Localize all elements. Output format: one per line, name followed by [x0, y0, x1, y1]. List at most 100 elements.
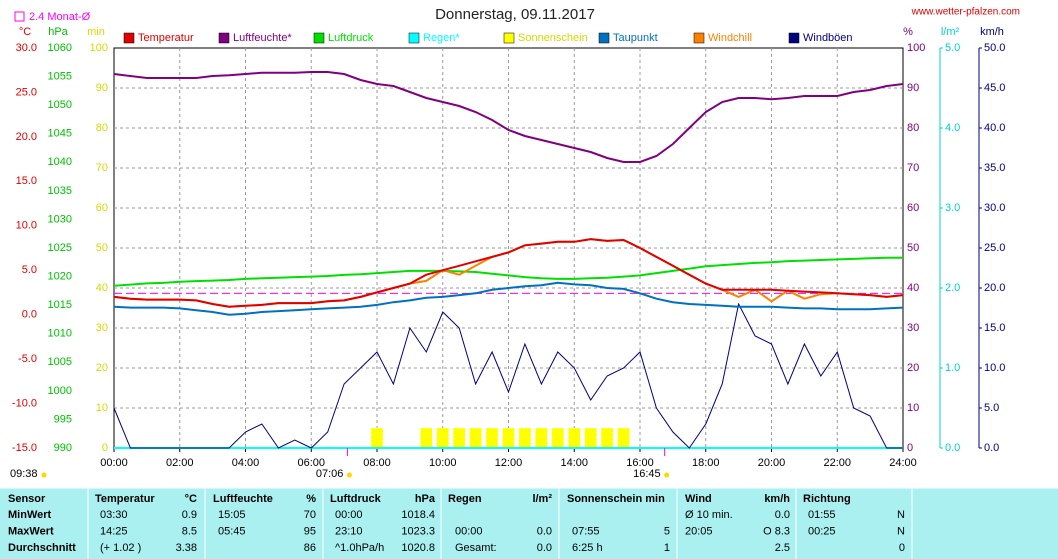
- y-tick-label: -5.0: [18, 353, 37, 365]
- table-cell: 23:10: [335, 525, 363, 537]
- sunshine-bar: [551, 427, 565, 449]
- table-cell: MaxWert: [8, 525, 54, 537]
- x-tick-label: 14:00: [560, 457, 588, 469]
- y-tick-label: 5.0: [22, 264, 37, 276]
- sun-marker: [41, 472, 47, 478]
- table-header: Luftfeuchte: [213, 493, 273, 505]
- y-tick-label: 10.0: [984, 362, 1005, 374]
- series-line: [113, 238, 904, 308]
- series-line: [113, 256, 903, 287]
- table-header: km/h: [764, 493, 790, 505]
- table-cell: 15:05: [218, 509, 246, 521]
- legend-swatch: [123, 32, 135, 44]
- y-tick-label: 90: [907, 82, 919, 94]
- table-cell: 05:45: [218, 525, 246, 537]
- table-cell: 70: [304, 509, 316, 521]
- y-tick-label: 25.0: [16, 86, 37, 98]
- axis-unit: hPa: [48, 26, 68, 38]
- x-tick-label: 04:00: [232, 457, 260, 469]
- y-tick-label: 40: [96, 282, 108, 294]
- y-tick-label: 1005: [48, 356, 72, 368]
- y-tick-label: 20: [96, 362, 108, 374]
- sun-time: 07:06: [316, 468, 344, 480]
- table-header: Regen: [448, 493, 482, 505]
- table-cell: 07:55: [572, 525, 600, 537]
- table-cell: 0: [899, 542, 905, 554]
- table-background: [0, 488, 1058, 559]
- table-cell: Gesamt:: [455, 542, 497, 554]
- y-tick-label: 10: [96, 402, 108, 414]
- table-cell: 00:00: [455, 525, 483, 537]
- y-tick-label: 20.0: [984, 282, 1005, 294]
- y-tick-label: 15.0: [16, 175, 37, 187]
- table-header: Temperatur: [95, 493, 155, 505]
- table-cell: O 8.3: [763, 525, 790, 537]
- x-tick-label: 06:00: [297, 457, 325, 469]
- y-tick-label: 20: [907, 362, 919, 374]
- sun-time: 16:45: [633, 468, 661, 480]
- x-tick-label: 08:00: [363, 457, 391, 469]
- y-tick-label: 90: [96, 82, 108, 94]
- y-tick-label: 50: [907, 242, 919, 254]
- series-line: [113, 71, 904, 163]
- table-cell: 14:25: [100, 525, 128, 537]
- table-cell: 5: [664, 525, 670, 537]
- y-tick-label: 1060: [48, 42, 72, 54]
- y-tick-label: 35.0: [984, 162, 1005, 174]
- sunshine-bar: [567, 427, 581, 449]
- table-cell: N: [897, 509, 905, 521]
- table-header: hPa: [415, 493, 436, 505]
- sunshine-bar: [617, 427, 630, 449]
- table-cell: (+ 1.02 ): [100, 542, 141, 554]
- table-header: °C: [185, 493, 197, 505]
- y-tick-label: 1030: [48, 213, 72, 225]
- y-tick-label: 0.0: [22, 309, 37, 321]
- y-tick-label: 80: [907, 122, 919, 134]
- y-tick-label: 30: [907, 322, 919, 334]
- sunshine-bar: [485, 427, 499, 449]
- y-tick-label: 30.0: [16, 42, 37, 54]
- table-cell: 3.38: [176, 542, 197, 554]
- reference-label: 2.4 Monat-Ø: [29, 11, 91, 23]
- y-tick-label: 60: [907, 202, 919, 214]
- x-tick-label: 02:00: [166, 457, 194, 469]
- y-tick-label: 30.0: [984, 202, 1005, 214]
- table-cell: MinWert: [8, 509, 52, 521]
- sunshine-bar: [469, 427, 482, 449]
- y-tick-label: 60: [96, 202, 108, 214]
- y-tick-label: 50: [96, 242, 108, 254]
- axis-unit: l/m²: [941, 26, 960, 38]
- table-header: Sensor: [8, 493, 46, 505]
- y-tick-label: 1055: [48, 70, 72, 82]
- x-tick-label: 10:00: [429, 457, 457, 469]
- y-tick-label: 15.0: [984, 322, 1005, 334]
- table-cell: 6:25 h: [572, 542, 603, 554]
- y-tick-label: 1050: [48, 99, 72, 111]
- legend-swatch: [788, 32, 800, 44]
- reference-icon: [14, 11, 25, 22]
- legend-label: Regen*: [423, 32, 460, 44]
- legend-label: Windböen: [803, 32, 853, 44]
- y-tick-label: 40: [907, 282, 919, 294]
- table-cell: 8.5: [182, 525, 197, 537]
- y-tick-label: 0: [907, 442, 913, 454]
- sun-marker: [346, 472, 352, 478]
- legend-label: Temperatur: [138, 32, 194, 44]
- site-link: www.wetter-pfalzen.com: [911, 7, 1020, 18]
- sunshine-bar: [502, 427, 515, 449]
- axis-unit: °C: [19, 26, 31, 38]
- x-tick-label: 18:00: [692, 457, 720, 469]
- y-tick-label: 30: [96, 322, 108, 334]
- y-tick-label: 1040: [48, 156, 72, 168]
- x-tick-label: 20:00: [758, 457, 786, 469]
- y-tick-label: 50.0: [984, 42, 1005, 54]
- y-tick-label: 100: [907, 42, 925, 54]
- sunshine-bar: [535, 427, 548, 449]
- sunshine-bar: [370, 427, 384, 449]
- y-tick-label: 10.0: [16, 220, 37, 232]
- x-tick-label: 16:00: [626, 457, 654, 469]
- y-tick-label: 1045: [48, 128, 72, 140]
- legend-swatch: [598, 32, 610, 44]
- legend-label: Luftfeuchte*: [233, 32, 292, 44]
- axis-unit: km/h: [980, 26, 1004, 38]
